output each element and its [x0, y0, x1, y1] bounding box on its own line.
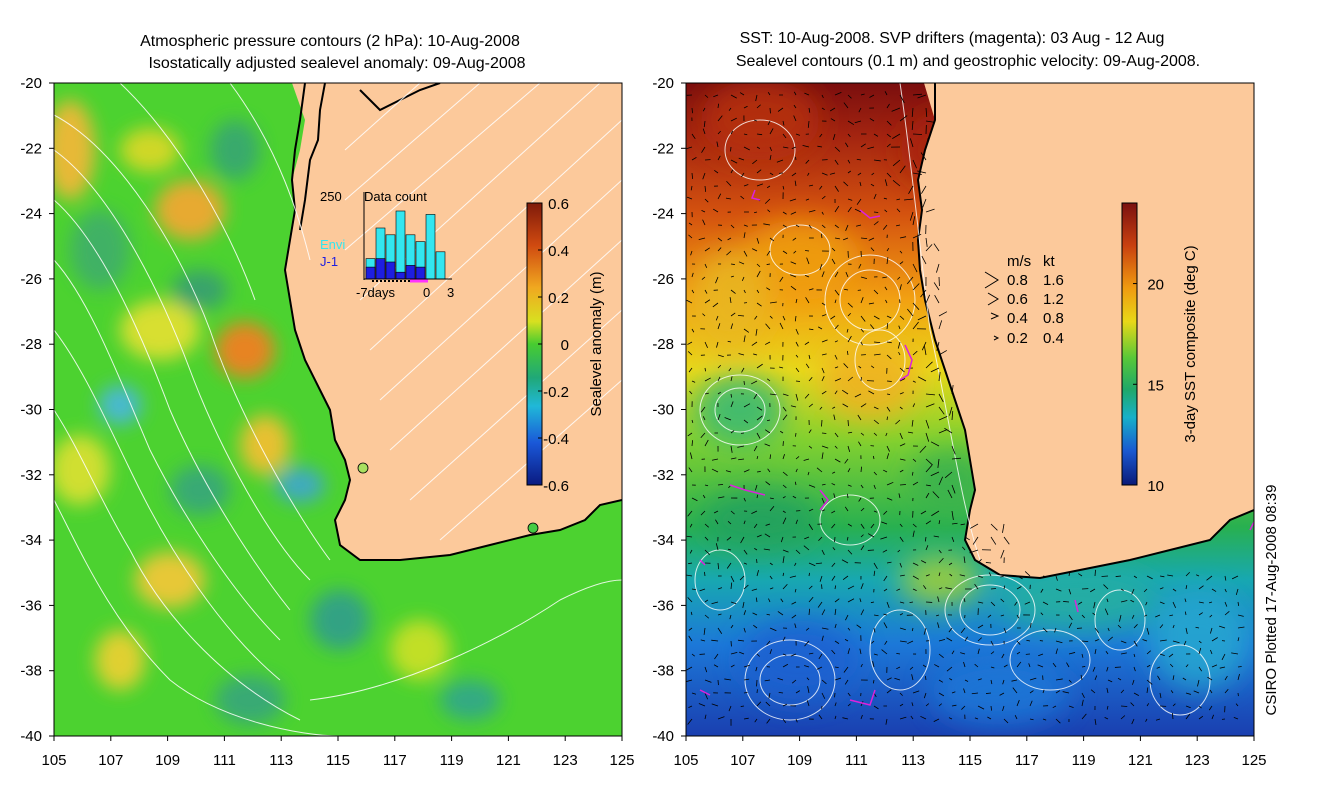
- left-title-line1: Atmospheric pressure contours (2 hPa): 1…: [140, 33, 520, 50]
- right-lat-tick-label: -22: [652, 140, 674, 157]
- right-lon-tick-label: 111: [845, 752, 868, 769]
- data-count-inset: 250 Data count Envi J-1 -7days 0 3: [320, 189, 454, 300]
- velocity-row-4-kt: 0.4: [1043, 330, 1064, 347]
- inset-max-label: 250: [320, 189, 342, 204]
- right-lat-tick-label: -26: [652, 271, 674, 288]
- left-lon-tick-label: 107: [98, 752, 123, 769]
- velocity-row-3-ms: 0.4: [1007, 310, 1028, 327]
- left-lat-tick-label: -22: [20, 140, 42, 157]
- right-lon-tick-label: 115: [958, 752, 982, 769]
- geostrophic-vectors: [686, 91, 1245, 726]
- right-lat-tick-label: -40: [652, 728, 674, 745]
- right-lon-tick-label: 113: [901, 752, 925, 769]
- right-map: [686, 83, 1254, 736]
- inset-legend-envi: Envi: [320, 237, 345, 252]
- velocity-row-3-kt: 0.8: [1043, 310, 1064, 327]
- right-lon-tick-label: 105: [673, 752, 698, 769]
- left-cb-tick-label: 0: [561, 337, 569, 354]
- right-lat-tick-label: -30: [652, 402, 674, 419]
- left-lon-tick-label: 121: [496, 752, 521, 769]
- right-lat-tick-label: -24: [652, 206, 674, 223]
- right-lon-tick-label: 107: [730, 752, 755, 769]
- right-lon-tick-label: 117: [1015, 752, 1039, 769]
- left-title-line2: Isostatically adjusted sealevel anomaly:…: [148, 55, 525, 72]
- right-cb-tick-label: 20: [1147, 277, 1164, 294]
- left-lat-tick-label: -30: [20, 402, 42, 419]
- station-1-marker: [357, 462, 369, 474]
- station-2-marker: [527, 522, 539, 534]
- left-lat-tick-label: -40: [20, 728, 42, 745]
- left-lon-tick-label: 115: [326, 752, 350, 769]
- inset-envi-bar: [395, 210, 406, 280]
- left-cb-tick-label: 0.2: [548, 290, 569, 307]
- left-lon-tick-label: 105: [41, 752, 66, 769]
- inset-legend-j1: J-1: [320, 254, 338, 269]
- left-cb-tick-label: 0.4: [548, 243, 569, 260]
- right-lat-tick-label: -36: [652, 597, 674, 614]
- inset-j1-bar: [395, 271, 406, 280]
- right-lon-tick-label: 121: [1128, 752, 1153, 769]
- left-lon-tick-label: 113: [269, 752, 293, 769]
- inset-title: Data count: [364, 189, 427, 204]
- velocity-row-2-kt: 1.2: [1043, 291, 1064, 308]
- left-lat-tick-label: -28: [20, 336, 42, 353]
- inset-bars: [365, 210, 446, 280]
- left-axes: -20 -22 -24 -26 -28 -30 -32 -34 -36 -38 -40 105 107 1…: [20, 75, 634, 769]
- left-lon-tick-label: 109: [155, 752, 180, 769]
- right-lon-tick-label: 119: [1072, 752, 1096, 769]
- right-lat-tick-label: -20: [652, 75, 674, 92]
- inset-xlabel-right: 3: [447, 285, 454, 300]
- left-colorbar: 0.6 0.4 0.2 0 -0.2 -0.4 -0.6 Sealevel anomaly …: [526, 196, 605, 495]
- velocity-row-1-ms: 0.8: [1007, 272, 1028, 289]
- velocity-row-4-ms: 0.2: [1007, 330, 1028, 347]
- right-lon-tick-label: 123: [1185, 752, 1210, 769]
- inset-j1-bar: [385, 261, 396, 280]
- right-title-line2: Sealevel contours (0.1 m) and geostrophi…: [736, 53, 1200, 70]
- right-lat-tick-label: -32: [652, 467, 674, 484]
- inset-envi-bar: [435, 251, 446, 280]
- left-lat-tick-label: -36: [20, 597, 42, 614]
- inset-j1-bar: [365, 266, 376, 280]
- right-cb-tick-label: 15: [1147, 377, 1164, 394]
- left-lon-tick-label: 119: [440, 752, 464, 769]
- left-lat-tick-label: -20: [20, 75, 42, 92]
- right-lon-tick-label: 109: [787, 752, 812, 769]
- left-cb-tick-label: 0.6: [548, 196, 569, 213]
- right-title-line1: SST: 10-Aug-2008. SVP drifters (magenta)…: [740, 30, 1165, 47]
- left-cb-tick-label: -0.6: [543, 478, 569, 495]
- inset-envi-bar: [425, 214, 436, 280]
- credit-label: CSIRO Plotted 17-Aug-2008 08:39: [1263, 485, 1280, 716]
- velocity-row-2-ms: 0.6: [1007, 291, 1028, 308]
- right-colorbar: 20 15 10 3-day SST composite (deg C): [1121, 202, 1199, 495]
- inset-xlabel-left: -7days: [356, 285, 396, 300]
- inset-j1-bar: [405, 265, 416, 280]
- left-cb-tick-label: -0.4: [543, 431, 569, 448]
- left-lon-tick-label: 125: [609, 752, 634, 769]
- velocity-header-kt: kt: [1043, 253, 1056, 270]
- inset-j1-bar: [375, 258, 386, 280]
- inset-xlabel-mid: 0: [423, 285, 430, 300]
- right-cb-tick-label: 10: [1147, 478, 1164, 495]
- inset-j1-bar: [415, 266, 426, 280]
- velocity-header-ms: m/s: [1007, 253, 1031, 270]
- left-lon-tick-label: 123: [553, 752, 578, 769]
- right-lat-tick-label: -28: [652, 336, 674, 353]
- left-cb-tick-label: -0.2: [543, 384, 569, 401]
- left-lat-tick-label: -26: [20, 271, 42, 288]
- left-lat-tick-label: -34: [20, 532, 42, 549]
- left-lon-tick-label: 117: [383, 752, 407, 769]
- right-lat-tick-label: -34: [652, 532, 674, 549]
- left-colorbar-label: Sealevel anomaly (m): [588, 271, 605, 416]
- right-lat-tick-label: -38: [652, 663, 674, 680]
- velocity-legend: m/s kt 0.8 1.6 0.6 1.2 0.4 0.8 0.2 0.4: [984, 253, 1064, 347]
- left-lat-tick-label: -38: [20, 663, 42, 680]
- left-lat-tick-label: -24: [20, 206, 42, 223]
- right-colorbar-label: 3-day SST composite (deg C): [1182, 245, 1199, 442]
- right-axes: -20 -22 -24 -26 -28 -30 -32 -34 -36 -38 -40 105 107 1…: [652, 75, 1266, 769]
- velocity-row-1-kt: 1.6: [1043, 272, 1064, 289]
- right-lon-tick-label: 125: [1241, 752, 1266, 769]
- left-lat-tick-label: -32: [20, 467, 42, 484]
- left-lon-tick-label: 111: [213, 752, 236, 769]
